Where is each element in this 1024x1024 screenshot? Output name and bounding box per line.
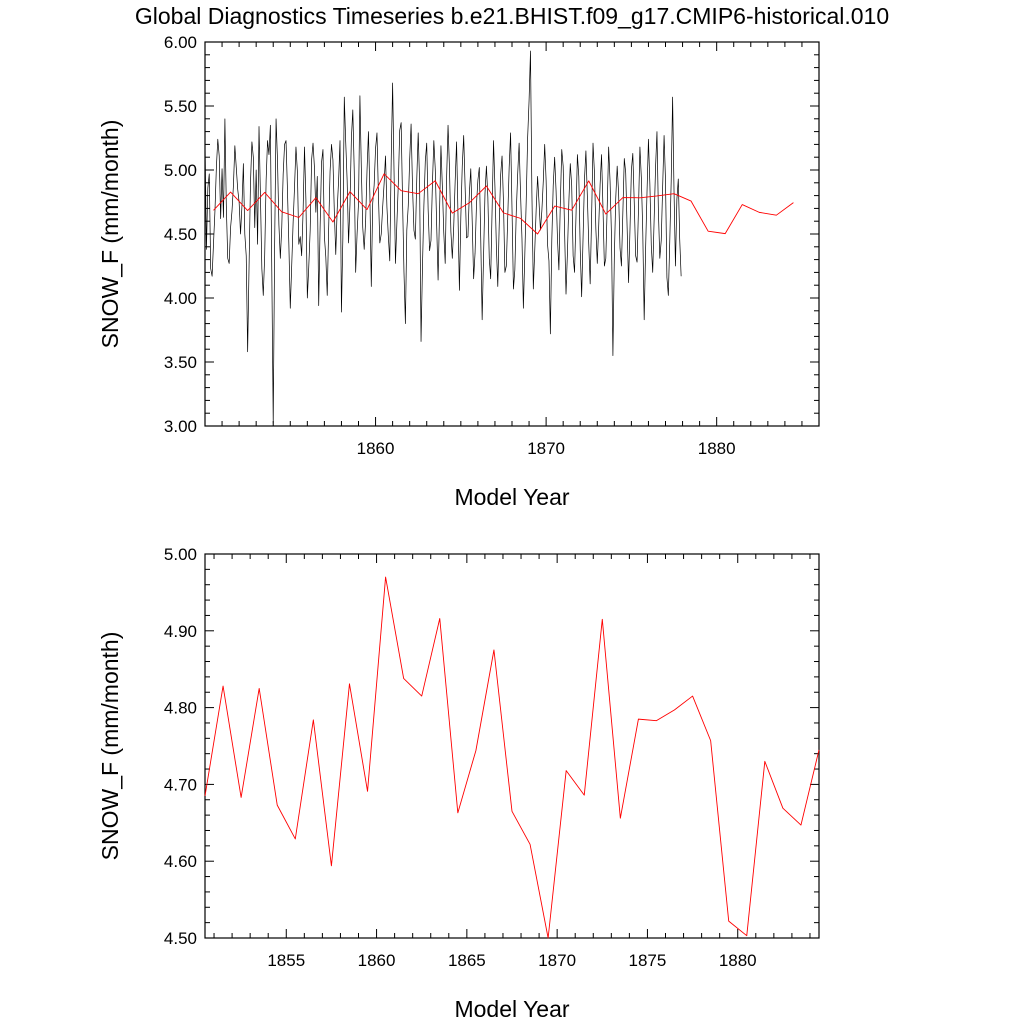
- y-tick-label: 4.70: [164, 775, 197, 794]
- x-tick-label: 1870: [527, 439, 565, 458]
- x-tick-label: 1865: [448, 951, 486, 970]
- x-tick-label: 1860: [357, 439, 395, 458]
- y-tick-label: 6.00: [164, 33, 197, 52]
- axis-ticks: 3.00 3.50 4.00 4.50 5.00 5.50 6.00 1860 1870 1880: [164, 33, 820, 458]
- y-axis-label: SNOW_F (mm/month): [97, 632, 123, 861]
- x-tick-label: 1875: [629, 951, 667, 970]
- y-tick-label: 5.00: [164, 545, 197, 564]
- y-tick-label: 3.50: [164, 353, 197, 372]
- plot-frame: [204, 41, 820, 427]
- y-tick-label: 5.00: [164, 161, 197, 180]
- y-tick-label: 4.80: [164, 699, 197, 718]
- figure-title: Global Diagnostics Timeseries b.e21.BHIS…: [135, 3, 889, 29]
- x-axis-label: Model Year: [454, 484, 569, 510]
- monthly-timeseries-panel: 3.00 3.50 4.00 4.50 5.00 5.50 6.00 1860 1870 1880…: [97, 33, 820, 510]
- plot-frame: [204, 553, 820, 939]
- axis-ticks: 4.50 4.60 4.70 4.80 4.90 5.00 1855 1860 1865 1870…: [164, 545, 819, 970]
- annual-mean-series-line: [204, 576, 820, 939]
- y-tick-label: 4.00: [164, 289, 197, 308]
- y-tick-label: 3.00: [164, 417, 197, 436]
- x-tick-label: 1860: [358, 951, 396, 970]
- y-tick-label: 4.50: [164, 225, 197, 244]
- x-tick-label: 1855: [267, 951, 305, 970]
- annual-mean-series-line: [213, 173, 794, 235]
- series-group: [204, 50, 794, 424]
- monthly-series-line: [204, 50, 682, 424]
- x-tick-label: 1880: [698, 439, 736, 458]
- y-tick-label: 4.50: [164, 929, 197, 948]
- x-axis-label: Model Year: [454, 996, 569, 1022]
- y-axis-label: SNOW_F (mm/month): [97, 120, 123, 349]
- x-tick-label: 1880: [719, 951, 757, 970]
- y-tick-label: 5.50: [164, 97, 197, 116]
- annual-mean-panel: 4.50 4.60 4.70 4.80 4.90 5.00 1855 1860 1865 1870…: [97, 545, 820, 1022]
- y-tick-label: 4.90: [164, 622, 197, 641]
- series-group: [204, 576, 820, 939]
- y-tick-label: 4.60: [164, 852, 197, 871]
- x-tick-label: 1870: [538, 951, 576, 970]
